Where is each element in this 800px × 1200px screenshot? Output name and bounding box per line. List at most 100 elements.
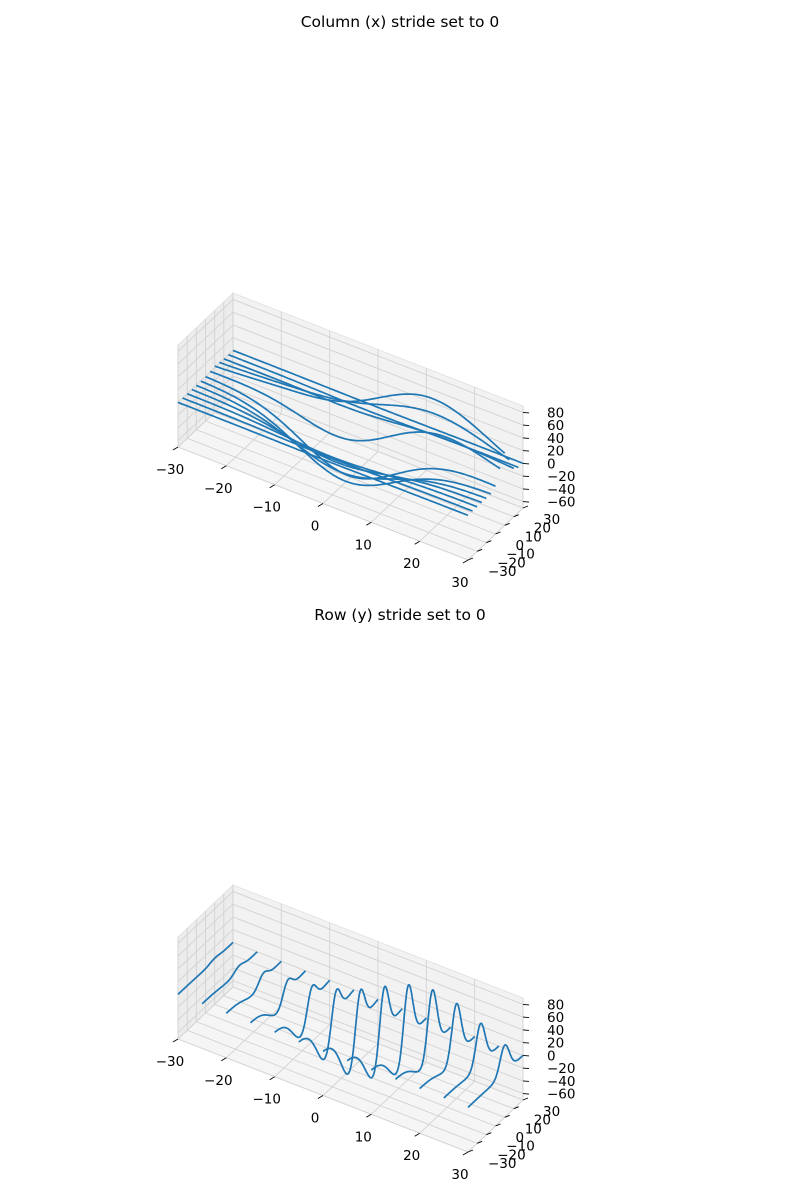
- z-tick-mark: [522, 450, 530, 452]
- grid-line-y: [186, 928, 478, 1144]
- wireframe-line: [322, 988, 379, 1076]
- y-tick-mark: [486, 1132, 492, 1136]
- grid-line-z: [177, 903, 524, 1018]
- chart-panel-2: Row (y) stride set to 0−30−20−100102030−…: [156, 606, 576, 1183]
- z-tick-mark: [522, 1067, 530, 1070]
- z-tick-mark: [522, 1080, 530, 1082]
- wireframe-line: [209, 370, 501, 470]
- x-tick-label: 0: [311, 519, 320, 535]
- wireframe-line: [232, 349, 524, 465]
- grid-line-y: [232, 293, 524, 509]
- z-tick-label: −40: [547, 482, 576, 498]
- z-tick-label: −40: [547, 1074, 576, 1090]
- z-tick-mark: [522, 1093, 530, 1095]
- x-tick-label: 30: [451, 1167, 468, 1183]
- wireframe-line: [200, 380, 492, 495]
- grid-line-y: [214, 902, 505, 1118]
- grid-line-y: [232, 885, 524, 1101]
- z-tick-label: 20: [547, 444, 564, 460]
- z-tick-mark: [522, 437, 530, 439]
- z-tick-label: −60: [547, 495, 576, 511]
- x-tick-label: 20: [403, 556, 420, 572]
- y-tick-label: −30: [488, 1156, 517, 1172]
- z-tick-mark: [522, 488, 530, 490]
- x-tick-mark: [221, 1057, 227, 1062]
- x-tick-label: 20: [403, 1148, 420, 1164]
- y-tick-label: 0: [516, 538, 525, 554]
- x-tick-label: 10: [355, 1129, 372, 1145]
- y-tick-mark: [504, 522, 510, 526]
- wireframe-line: [182, 397, 473, 512]
- y-tick-mark: [513, 514, 519, 518]
- y-tick-label: 10: [525, 1121, 542, 1137]
- grid-line-y: [205, 911, 496, 1127]
- y-tick-label: 0: [516, 1130, 525, 1146]
- wireframe-line: [346, 985, 403, 1079]
- z-tick-mark: [522, 475, 530, 478]
- z-tick-mark: [522, 501, 530, 503]
- z-tick-label: 80: [547, 405, 564, 421]
- z-tick-label: 0: [547, 456, 556, 472]
- wireframe-line: [191, 388, 483, 504]
- grid-line-z: [177, 980, 524, 1095]
- wireframe-line: [225, 960, 282, 1014]
- x-tick-mark: [462, 1151, 469, 1156]
- wireframe-line: [177, 401, 469, 517]
- z-tick-mark: [522, 462, 530, 465]
- x-tick-mark: [366, 1113, 372, 1118]
- x-tick-mark: [414, 1132, 420, 1137]
- y-tick-mark: [495, 1123, 501, 1127]
- y-tick-mark: [522, 505, 529, 509]
- wireframe-line: [195, 384, 487, 500]
- x-tick-label: −20: [204, 481, 233, 497]
- wireframe-line: [443, 1022, 500, 1099]
- x-tick-label: −10: [252, 500, 281, 516]
- grid-line-z: [177, 890, 524, 1005]
- z-tick-label: −20: [547, 1061, 576, 1077]
- wireframe-series: [177, 349, 524, 517]
- grid-line-z: [177, 337, 524, 452]
- grid-line-y: [214, 310, 505, 526]
- grid-line-z: [177, 311, 524, 426]
- x-tick-label: −30: [156, 462, 185, 478]
- z-tick-label: −60: [547, 1087, 576, 1103]
- chart-panel-1: Column (x) stride set to 0−30−20−1001020…: [156, 13, 576, 591]
- grid-line-y: [205, 319, 496, 535]
- grid-line-z: [177, 916, 524, 1031]
- wireframe-line: [274, 979, 331, 1039]
- y-tick-label: 30: [543, 1104, 560, 1120]
- x-tick-mark: [172, 446, 179, 451]
- y-tick-label: 20: [534, 1113, 551, 1129]
- wireframe-line: [186, 393, 478, 508]
- chart-title-2: Row (y) stride set to 0: [314, 606, 485, 624]
- y-tick-label: 10: [525, 529, 542, 545]
- z-tick-label: 60: [547, 418, 564, 434]
- z-tick-label: 0: [547, 1048, 556, 1064]
- z-tick-mark: [522, 1029, 530, 1031]
- x-axis: −30 −20 −10 0 10 20 30: [156, 446, 469, 591]
- y-tick-label: −20: [497, 1147, 526, 1163]
- y-tick-mark: [513, 1106, 519, 1110]
- grid-line-y: [195, 327, 487, 544]
- y-tick-mark: [504, 1114, 510, 1118]
- y-tick-mark: [477, 548, 483, 552]
- z-tick-mark: [522, 1003, 530, 1006]
- y-tick-label: −30: [488, 564, 517, 580]
- x-tick-mark: [269, 484, 275, 489]
- x-tick-label: −20: [204, 1073, 233, 1089]
- y-tick-label: −10: [506, 1139, 535, 1155]
- y-tick-mark: [477, 1140, 483, 1144]
- grid-line-z: [177, 298, 524, 413]
- y-tick-label: −20: [497, 555, 526, 571]
- y-tick-mark: [467, 1149, 474, 1153]
- x-tick-label: −30: [156, 1054, 185, 1070]
- y-tick-mark: [495, 531, 501, 535]
- y-tick-label: −10: [506, 547, 535, 563]
- y-tick-mark: [467, 557, 474, 561]
- x-axis: −30 −20 −10 0 10 20 30: [156, 1038, 469, 1183]
- wireframe-line: [214, 365, 506, 454]
- wireframe-line: [467, 1044, 524, 1109]
- wireframe-line: [394, 988, 452, 1080]
- x-tick-mark: [172, 1038, 179, 1043]
